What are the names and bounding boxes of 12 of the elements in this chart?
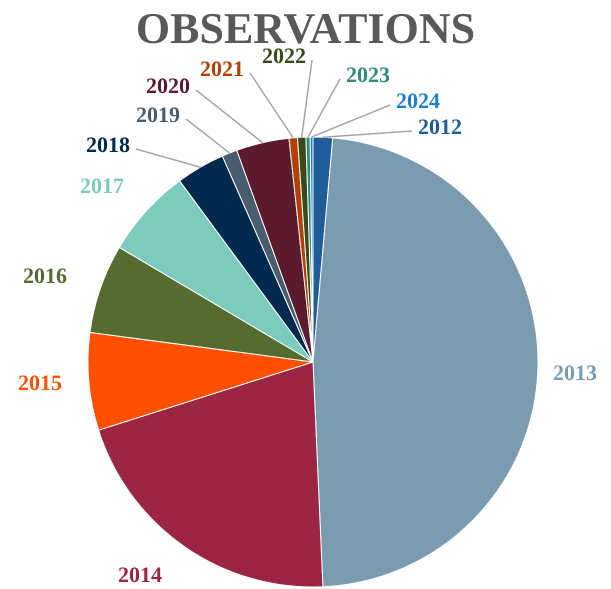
slice-label: 2012 (418, 114, 462, 139)
slice-label: 2013 (553, 360, 597, 385)
slice-label: 2023 (346, 62, 390, 87)
slice-label: 2018 (86, 132, 130, 157)
slice-label: 2019 (136, 102, 180, 127)
slice-label: 2014 (118, 562, 162, 587)
slice-label: 2021 (200, 56, 244, 81)
slice-label: 2016 (23, 263, 67, 288)
slice-label: 2020 (146, 73, 190, 98)
slice-label: 2024 (396, 88, 440, 113)
slice-label: 2017 (80, 173, 124, 198)
slice-label: 2015 (18, 370, 62, 395)
